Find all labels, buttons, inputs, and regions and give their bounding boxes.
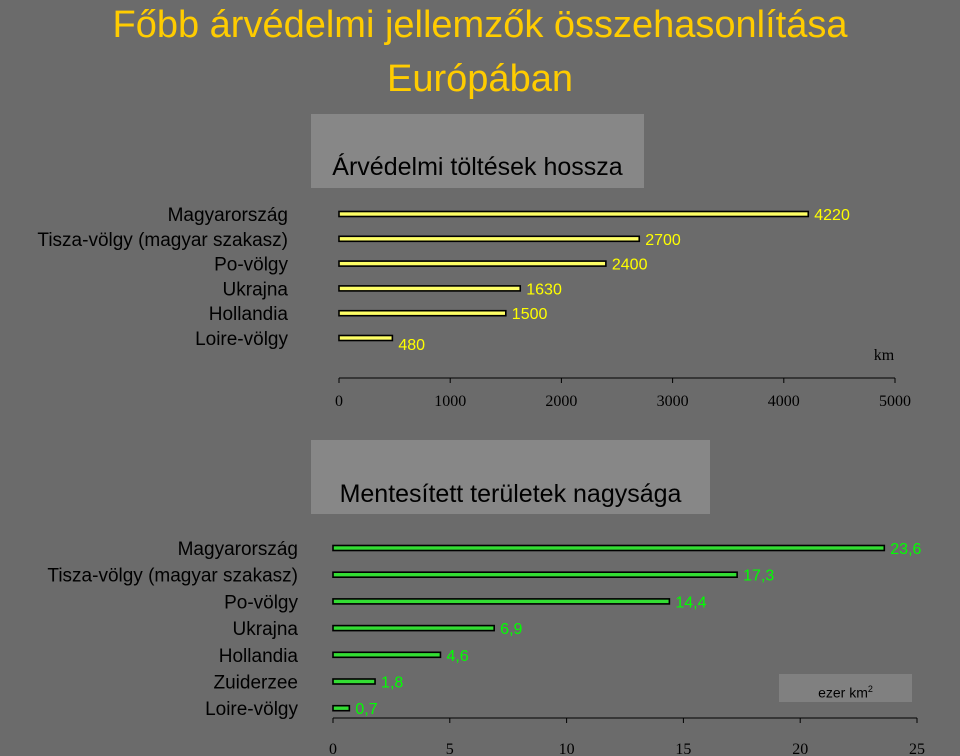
levee-x-tick-label: 5000 <box>879 393 911 410</box>
levee-bar <box>338 235 641 243</box>
levee-chart-title: Árvédelmi töltések hossza <box>311 114 644 188</box>
area-value-label: 0,7 <box>355 701 377 718</box>
area-bar <box>332 678 376 685</box>
levee-value-label: 4220 <box>814 207 850 224</box>
levee-value-label: 1500 <box>512 306 548 323</box>
page-title-line2: Európában <box>387 58 573 100</box>
levee-category-label: Loire-völgy <box>195 329 288 350</box>
area-category-label: Magyarország <box>178 539 298 560</box>
area-category-label: Loire-völgy <box>205 699 298 720</box>
page-title: Főbb árvédelmi jellemzők összehasonlítás… <box>112 4 848 46</box>
area-bar <box>332 598 671 605</box>
levee-x-tick-label: 4000 <box>768 393 800 410</box>
area-bar <box>332 544 886 552</box>
area-value-label: 17,3 <box>743 568 774 585</box>
levee-value-label: 480 <box>398 337 425 354</box>
levee-bar <box>338 210 810 218</box>
levee-bar <box>338 260 607 267</box>
area-category-label: Ukrajna <box>233 619 299 640</box>
area-value-label: 4,6 <box>446 648 468 665</box>
area-value-label: 23,6 <box>890 541 921 558</box>
area-x-tick-label: 0 <box>329 741 337 756</box>
area-chart-title: Mentesített területek nagysága <box>311 440 710 514</box>
area-category-label: Hollandia <box>219 646 299 667</box>
levee-x-tick-label: 2000 <box>545 393 577 410</box>
levee-unit-label: km <box>874 347 895 364</box>
levee-bar <box>338 285 522 292</box>
area-unit-label: ezer km2 <box>779 674 912 702</box>
levee-category-label: Ukrajna <box>223 279 289 300</box>
levee-x-tick-label: 0 <box>335 393 343 410</box>
area-value-label: 1,8 <box>381 675 403 692</box>
levee-category-label: Magyarország <box>168 205 288 226</box>
area-x-tick-label: 15 <box>675 741 691 756</box>
area-bar <box>332 704 351 712</box>
area-category-label: Zuiderzee <box>214 673 299 694</box>
levee-bar <box>338 309 507 317</box>
levee-category-label: Po-völgy <box>214 255 288 276</box>
area-value-label: 14,4 <box>675 594 706 611</box>
area-bar <box>332 624 495 632</box>
levee-value-label: 1630 <box>526 281 562 298</box>
area-x-tick-label: 5 <box>446 741 454 756</box>
area-bar <box>332 571 738 579</box>
area-category-label: Po-völgy <box>224 592 298 613</box>
area-value-label: 6,9 <box>500 621 522 638</box>
levee-bar <box>338 334 394 342</box>
levee-category-label: Hollandia <box>209 304 289 325</box>
levee-value-label: 2400 <box>612 257 648 274</box>
area-x-tick-label: 25 <box>909 741 925 756</box>
levee-x-tick-label: 1000 <box>434 393 466 410</box>
levee-x-tick-label: 3000 <box>657 393 689 410</box>
levee-category-label: Tisza-völgy (magyar szakasz) <box>37 230 288 251</box>
area-x-tick-label: 20 <box>792 741 808 756</box>
area-x-tick-label: 10 <box>559 741 575 756</box>
area-bar <box>332 651 442 659</box>
area-category-label: Tisza-völgy (magyar szakasz) <box>47 566 298 587</box>
levee-value-label: 2700 <box>645 232 681 249</box>
